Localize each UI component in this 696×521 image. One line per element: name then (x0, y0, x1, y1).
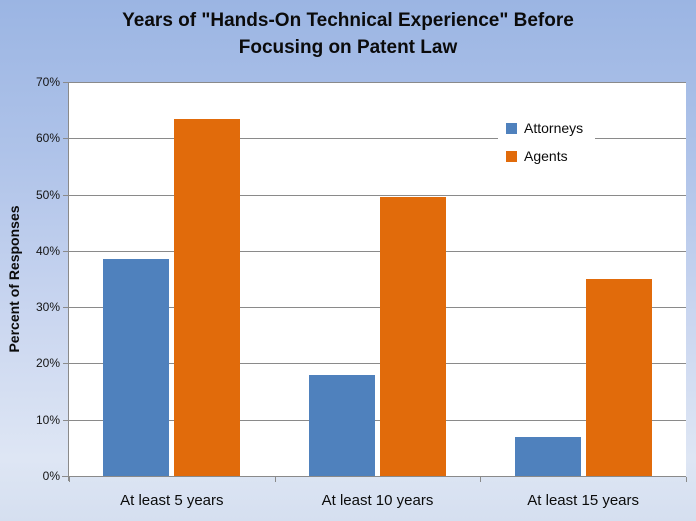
bar-agents-2 (380, 197, 446, 476)
bar-attorneys-2 (309, 374, 375, 476)
y-tick-mark-0 (63, 476, 69, 477)
gridline-20 (69, 363, 686, 365)
y-tick-mark-50 (63, 194, 69, 196)
y-tick-label-10: 10% (35, 412, 60, 427)
legend-swatch-attorneys (506, 122, 517, 134)
x-tick-mark-2 (480, 477, 482, 482)
gridline-60 (69, 138, 686, 140)
y-tick-label-60: 60% (35, 131, 60, 146)
y-axis-line (68, 82, 69, 481)
bar-attorneys-1 (103, 259, 170, 476)
y-tick-label-30: 30% (35, 300, 60, 315)
legend-label-attorneys: Attorneys (524, 120, 584, 136)
y-axis-title: Percent of Responses (6, 205, 22, 353)
category-label-1: At least 5 years (120, 492, 224, 509)
chart-title-line-1: Years of "Hands-On Technical Experience"… (122, 10, 574, 31)
bar-agents-1 (174, 118, 241, 476)
y-tick-mark-30 (63, 307, 69, 309)
y-tick-mark-20 (63, 363, 69, 365)
gridline-10 (69, 419, 686, 421)
gridline-30 (69, 307, 686, 309)
y-tick-label-20: 20% (35, 356, 60, 371)
y-tick-label-70: 70% (35, 75, 60, 89)
y-tick-mark-10 (63, 419, 69, 421)
legend-item-attorneys: Attorneys (506, 114, 583, 142)
legend-label-agents: Agents (524, 148, 568, 164)
gridline-40 (69, 250, 686, 252)
y-tick-mark-60 (63, 138, 69, 140)
category-label-3: At least 15 years (527, 492, 640, 509)
bar-attorneys-3 (514, 436, 581, 476)
y-tick-label-0: 0% (42, 469, 60, 483)
x-tick-mark-0 (69, 477, 70, 482)
y-tick-label-40: 40% (35, 243, 60, 258)
chart-title-line-2: Focusing on Patent Law (238, 37, 458, 58)
y-tick-mark-70 (63, 82, 69, 83)
y-tick-mark-40 (63, 250, 69, 252)
gridline-50 (69, 194, 686, 196)
y-tick-label-50: 50% (35, 187, 60, 202)
bar-agents-3 (585, 279, 652, 476)
x-tick-mark-end (686, 477, 687, 482)
gridline-70 (69, 82, 686, 83)
category-label-2: At least 10 years (321, 492, 434, 509)
x-axis-line (62, 476, 686, 477)
x-tick-mark-1 (274, 477, 276, 482)
legend-swatch-agents (506, 150, 517, 162)
legend-item-agents: Agents (506, 142, 583, 170)
legend: Attorneys Agents (498, 111, 596, 173)
chart-title: Years of "Hands-On Technical Experience"… (0, 7, 696, 61)
